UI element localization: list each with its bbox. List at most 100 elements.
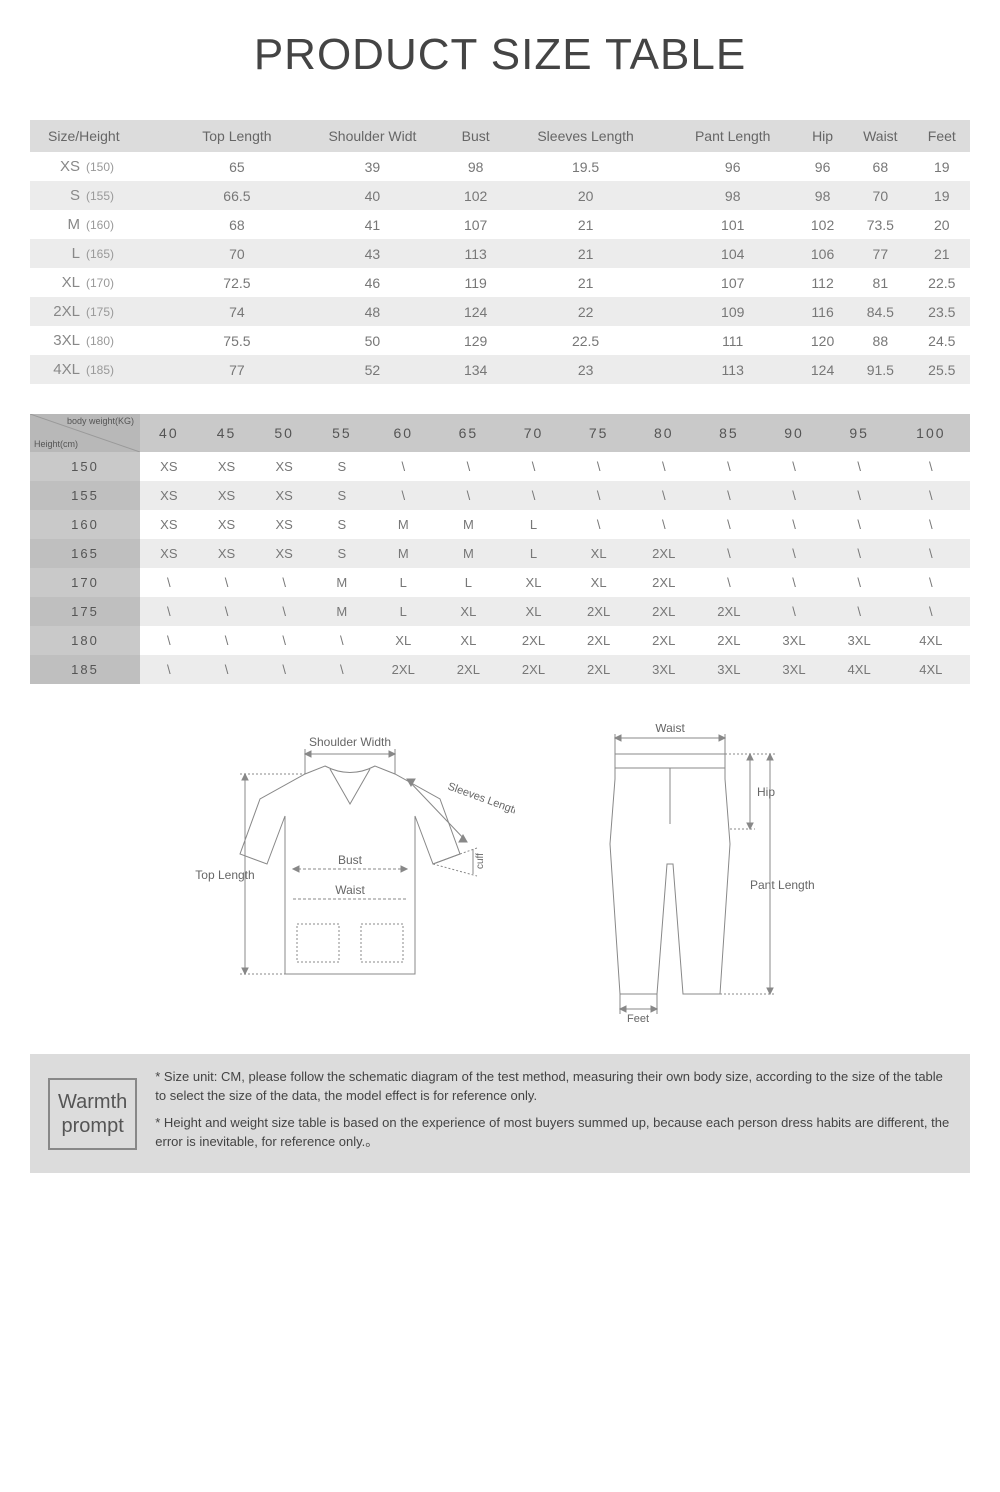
t2-size-cell: XL	[501, 568, 566, 597]
t2-height-cell: 155	[30, 481, 140, 510]
t2-size-cell: \	[827, 510, 892, 539]
value-cell: 68	[847, 152, 913, 181]
pant-diagram: Waist Hip Pant Length Feet	[555, 724, 815, 1024]
t2-size-cell: \	[827, 481, 892, 510]
label-pant-length: Pant Length	[750, 878, 815, 892]
prompt-note-1: * Size unit: CM, please follow the schem…	[155, 1068, 952, 1106]
t2-size-cell: 3XL	[827, 626, 892, 655]
t1-col-header: Shoulder Widt	[297, 120, 447, 152]
value-cell: 101	[667, 210, 798, 239]
t2-size-cell: XL	[436, 597, 501, 626]
t2-size-cell: M	[313, 597, 371, 626]
t2-size-cell: \	[761, 539, 826, 568]
value-cell: 124	[447, 297, 503, 326]
t2-size-cell: S	[313, 481, 371, 510]
value-cell: 98	[667, 181, 798, 210]
prompt-box: Warmth prompt	[48, 1078, 137, 1150]
t2-size-cell: 3XL	[761, 626, 826, 655]
value-cell: 134	[447, 355, 503, 384]
t2-size-cell: XL	[566, 568, 631, 597]
t2-size-cell: \	[827, 539, 892, 568]
t2-size-cell: \	[761, 481, 826, 510]
t2-weight-header: 55	[313, 414, 371, 452]
prompt-notes: * Size unit: CM, please follow the schem…	[155, 1068, 952, 1159]
value-cell: 70	[176, 239, 297, 268]
t2-size-cell: XS	[198, 539, 256, 568]
t1-col-header: Pant Length	[667, 120, 798, 152]
value-cell: 20	[914, 210, 970, 239]
prompt-box-l2: prompt	[58, 1114, 127, 1138]
size-cell: 3XL(180)	[30, 326, 176, 355]
t2-size-cell: \	[631, 481, 696, 510]
value-cell: 124	[798, 355, 847, 384]
t2-size-cell: XL	[371, 626, 436, 655]
t2-size-cell: \	[436, 452, 501, 481]
t2-weight-header: 80	[631, 414, 696, 452]
value-cell: 107	[447, 210, 503, 239]
t2-size-cell: M	[436, 539, 501, 568]
t2-size-cell: 2XL	[436, 655, 501, 684]
value-cell: 21	[504, 268, 668, 297]
value-cell: 77	[176, 355, 297, 384]
t2-size-cell: \	[566, 510, 631, 539]
t2-weight-header: 100	[892, 414, 970, 452]
table-row: L(165)7043113211041067721	[30, 239, 970, 268]
table-row: S(155)66.5401022098987019	[30, 181, 970, 210]
t2-size-cell: \	[436, 481, 501, 510]
value-cell: 23.5	[914, 297, 970, 326]
value-cell: 74	[176, 297, 297, 326]
warmth-prompt: Warmth prompt * Size unit: CM, please fo…	[30, 1054, 970, 1173]
t2-size-cell: \	[198, 597, 256, 626]
t2-size-cell: L	[501, 539, 566, 568]
table-row: 3XL(180)75.55012922.51111208824.5	[30, 326, 970, 355]
label-sleeves-length: Sleeves Length	[446, 781, 515, 818]
value-cell: 70	[847, 181, 913, 210]
t2-size-cell: 2XL	[631, 626, 696, 655]
value-cell: 19	[914, 181, 970, 210]
prompt-box-l1: Warmth	[58, 1090, 127, 1114]
value-cell: 41	[297, 210, 447, 239]
value-cell: 116	[798, 297, 847, 326]
t1-col-header: Waist	[847, 120, 913, 152]
t2-size-cell: XS	[255, 510, 313, 539]
value-cell: 102	[798, 210, 847, 239]
t2-height-cell: 170	[30, 568, 140, 597]
label-cuff: cuff	[475, 853, 486, 869]
table-row: XS(150)65399819.596966819	[30, 152, 970, 181]
value-cell: 104	[667, 239, 798, 268]
value-cell: 22.5	[504, 326, 668, 355]
t2-size-cell: XS	[140, 510, 198, 539]
t2-size-cell: \	[696, 452, 761, 481]
value-cell: 109	[667, 297, 798, 326]
t2-height-cell: 175	[30, 597, 140, 626]
t2-size-cell: 2XL	[631, 568, 696, 597]
t2-size-cell: \	[761, 597, 826, 626]
value-cell: 21	[504, 210, 668, 239]
value-cell: 68	[176, 210, 297, 239]
value-cell: 88	[847, 326, 913, 355]
t2-height-cell: 165	[30, 539, 140, 568]
t2-size-cell: \	[892, 568, 970, 597]
t2-size-cell: \	[501, 452, 566, 481]
t2-size-cell: 2XL	[631, 597, 696, 626]
t2-size-cell: 2XL	[631, 539, 696, 568]
t2-height-cell: 160	[30, 510, 140, 539]
t2-weight-header: 60	[371, 414, 436, 452]
t2-size-cell: \	[198, 626, 256, 655]
t2-size-cell: M	[313, 568, 371, 597]
t2-size-cell: S	[313, 452, 371, 481]
top-diagram: Shoulder Width Sleeves Length cuff Bust …	[185, 724, 515, 1004]
value-cell: 46	[297, 268, 447, 297]
value-cell: 73.5	[847, 210, 913, 239]
t2-size-cell: L	[371, 597, 436, 626]
value-cell: 120	[798, 326, 847, 355]
t2-corner: body weight(KG)Height(cm)	[30, 414, 140, 452]
size-cell: 2XL(175)	[30, 297, 176, 326]
value-cell: 66.5	[176, 181, 297, 210]
t2-size-cell: XS	[198, 510, 256, 539]
prompt-note-2: * Height and weight size table is based …	[155, 1114, 952, 1152]
t2-size-cell: 4XL	[892, 626, 970, 655]
size-cell: S(155)	[30, 181, 176, 210]
table-row: 155XSXSXSS\\\\\\\\\	[30, 481, 970, 510]
t2-size-cell: \	[140, 568, 198, 597]
